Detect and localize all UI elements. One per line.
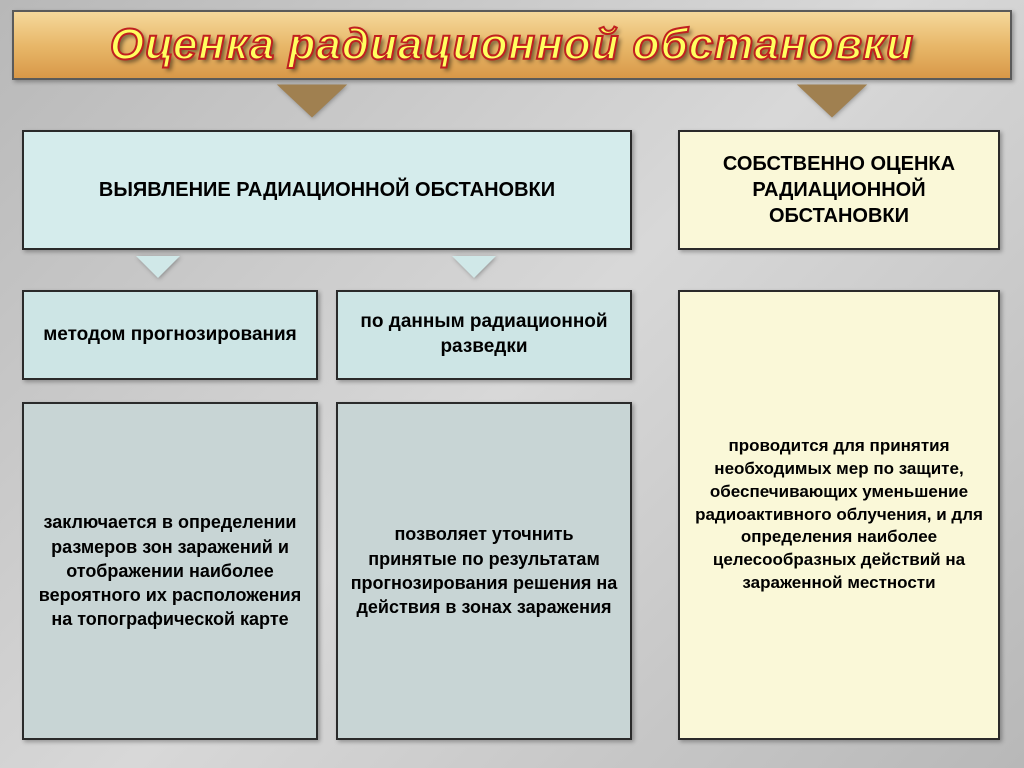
method1-desc-text: заключается в определении размеров зон з… (34, 510, 306, 631)
arrow-down-icon (800, 86, 864, 116)
method2-title-box: по данным радиационной разведки (336, 290, 632, 380)
method2-desc-box: позволяет уточнить принятые по результат… (336, 402, 632, 740)
method1-title-box: методом прогнозирования (22, 290, 318, 380)
method2-desc-text: позволяет уточнить принятые по результат… (348, 522, 620, 619)
right-header-box: СОБСТВЕННО ОЦЕНКА РАДИАЦИОННОЙ ОБСТАНОВК… (678, 130, 1000, 250)
arrow-down-small-icon (452, 256, 496, 278)
arrow-down-small-icon (136, 256, 180, 278)
right-desc-text: проводится для принятия необходимых мер … (690, 435, 988, 596)
left-header-text: ВЫЯВЛЕНИЕ РАДИАЦИОННОЙ ОБСТАНОВКИ (99, 177, 555, 203)
left-header-box: ВЫЯВЛЕНИЕ РАДИАЦИОННОЙ ОБСТАНОВКИ (22, 130, 632, 250)
method1-title-text: методом прогнозирования (43, 323, 297, 348)
right-desc-box: проводится для принятия необходимых мер … (678, 290, 1000, 740)
right-header-text: СОБСТВЕННО ОЦЕНКА РАДИАЦИОННОЙ ОБСТАНОВК… (690, 151, 988, 229)
page-title: Оценка радиационной обстановки (110, 20, 914, 70)
title-box: Оценка радиационной обстановки (12, 10, 1012, 80)
arrow-down-icon (280, 86, 344, 116)
method1-desc-box: заключается в определении размеров зон з… (22, 402, 318, 740)
method2-title-text: по данным радиационной разведки (348, 310, 620, 359)
